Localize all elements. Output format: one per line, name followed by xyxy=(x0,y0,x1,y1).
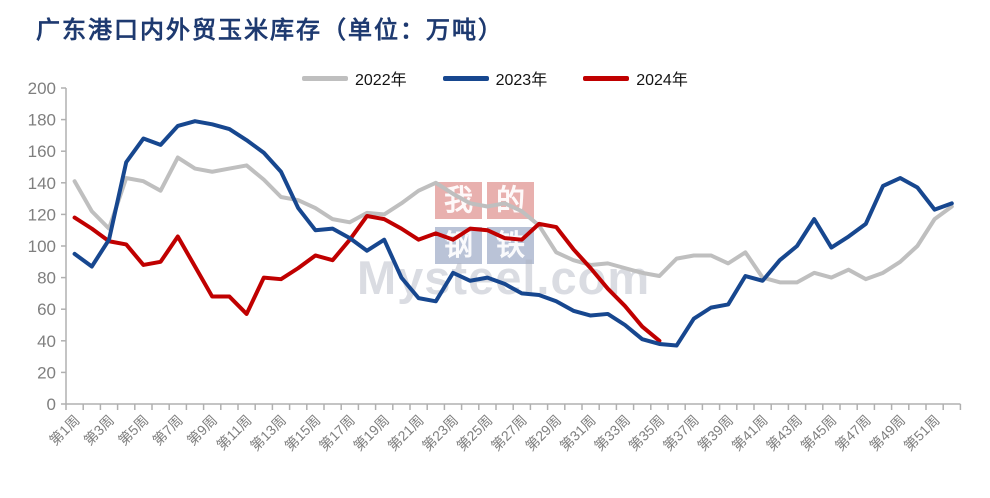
x-axis-label: 第13周 xyxy=(247,412,289,454)
legend-swatch-2023 xyxy=(442,75,489,81)
series-2023年 xyxy=(72,119,954,348)
y-axis-label: 20 xyxy=(37,363,56,382)
x-axis-label: 第45周 xyxy=(797,412,839,454)
legend-item-2023: 2023年 xyxy=(442,66,548,90)
y-axis-label: 180 xyxy=(28,111,56,130)
x-axis-label: 第23周 xyxy=(419,412,461,454)
chart-title: 广东港口内外贸玉米库存（单位：万吨） xyxy=(36,15,504,44)
legend-swatch-2024 xyxy=(583,75,630,81)
x-axis-label: 第1周 xyxy=(46,412,83,449)
x-axis-label: 第29周 xyxy=(522,412,564,454)
x-axis-label: 第11周 xyxy=(213,412,254,453)
y-axis-label: 80 xyxy=(37,269,56,288)
x-axis-label: 第49周 xyxy=(866,412,908,454)
x-axis-label: 第31周 xyxy=(557,412,599,454)
series-2022年 xyxy=(72,155,954,285)
y-axis-label: 160 xyxy=(28,142,56,161)
legend: 2022年 2023年 2024年 xyxy=(302,66,688,90)
y-axis-label: 60 xyxy=(37,300,56,319)
x-axis-label: 第33周 xyxy=(591,412,633,454)
y-axis-label: 200 xyxy=(28,79,56,98)
x-axis-label: 第35周 xyxy=(625,412,667,454)
y-axis-label: 100 xyxy=(28,237,56,256)
x-axis-label: 第41周 xyxy=(729,412,771,454)
x-axis-label: 第7周 xyxy=(149,412,186,449)
x-axis-label: 第25周 xyxy=(453,412,495,454)
legend-label-2024: 2024年 xyxy=(636,72,688,89)
series-2024年 xyxy=(72,213,662,343)
y-axis-label: 140 xyxy=(28,174,56,193)
x-axis-label: 第27周 xyxy=(488,412,530,454)
legend-swatch-2022 xyxy=(302,75,348,81)
x-axis-label: 第21周 xyxy=(385,412,427,454)
x-axis-label: 第17周 xyxy=(316,412,358,454)
x-axis-label: 第15周 xyxy=(281,412,323,454)
y-axis-label: 40 xyxy=(37,332,56,351)
y-axis-label: 0 xyxy=(47,395,56,414)
legend-item-2022: 2022年 xyxy=(302,66,407,90)
x-axis-label: 第47周 xyxy=(832,412,874,454)
y-axis-label: 120 xyxy=(28,205,56,224)
legend-label-2023: 2023年 xyxy=(495,72,548,89)
legend-item-2024: 2024年 xyxy=(583,66,688,90)
x-axis-label: 第5周 xyxy=(115,412,152,449)
x-axis-label: 第43周 xyxy=(763,412,805,454)
legend-label-2022: 2022年 xyxy=(355,72,407,89)
x-axis-label: 第39周 xyxy=(694,412,736,454)
x-axis-label: 第37周 xyxy=(660,412,702,454)
x-axis-label: 第3周 xyxy=(80,412,117,449)
x-axis-label: 第19周 xyxy=(350,412,392,454)
x-axis-label: 第51周 xyxy=(901,412,943,454)
